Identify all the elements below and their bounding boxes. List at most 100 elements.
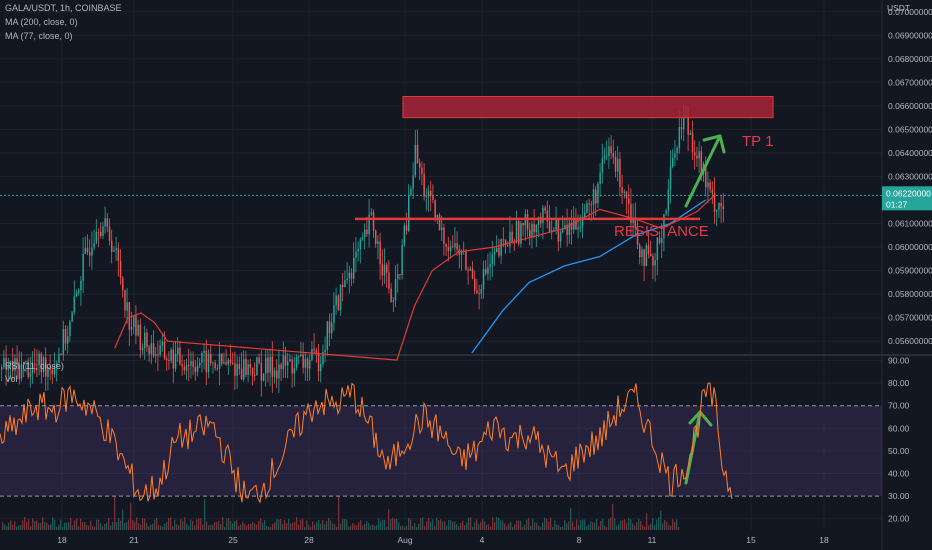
candle-body bbox=[155, 354, 157, 356]
volume-bar bbox=[502, 520, 504, 530]
candle-body bbox=[691, 133, 694, 153]
volume-bar bbox=[284, 520, 286, 530]
vol-legend[interactable]: Vol bbox=[5, 374, 18, 384]
volume-bar bbox=[448, 519, 450, 530]
volume-bar bbox=[18, 525, 20, 530]
volume-bar bbox=[620, 520, 622, 530]
candle-body bbox=[590, 204, 593, 206]
candle-body bbox=[654, 260, 656, 266]
candle-body bbox=[529, 229, 531, 237]
volume-bar bbox=[34, 520, 36, 530]
volume-bar bbox=[592, 522, 594, 530]
candle-body bbox=[256, 357, 258, 376]
candle-body bbox=[331, 322, 333, 334]
candle-body bbox=[641, 249, 643, 258]
candle-body bbox=[225, 362, 227, 365]
time-tick-label: 15 bbox=[746, 535, 756, 545]
candle-body bbox=[254, 375, 256, 377]
candle-body bbox=[601, 158, 604, 173]
candle-body bbox=[271, 356, 274, 377]
volume-bar bbox=[236, 519, 238, 530]
candle-body bbox=[680, 127, 683, 130]
volume-bar bbox=[602, 518, 604, 530]
candle-body bbox=[177, 347, 179, 355]
time-tick-label: Aug bbox=[397, 535, 412, 545]
volume-bar bbox=[582, 519, 584, 530]
volume-bar bbox=[142, 517, 144, 530]
volume-bar bbox=[20, 525, 22, 530]
volume-bar bbox=[170, 517, 172, 530]
volume-bar bbox=[402, 525, 404, 530]
volume-bar bbox=[168, 518, 170, 530]
volume-bar bbox=[158, 524, 160, 530]
candle-body bbox=[62, 329, 65, 355]
candle-body bbox=[36, 364, 38, 366]
candle-body bbox=[652, 255, 654, 266]
volume-bar bbox=[242, 521, 244, 530]
price-tick-label: 0.07000000 bbox=[888, 7, 932, 17]
volume-bar bbox=[412, 525, 414, 530]
candle-body bbox=[183, 366, 186, 371]
volume-bar bbox=[206, 521, 208, 530]
volume-bar bbox=[298, 524, 300, 530]
candle-body bbox=[249, 364, 252, 368]
candle-body bbox=[194, 366, 197, 372]
volume-bar bbox=[108, 517, 110, 530]
volume-bar bbox=[494, 522, 496, 530]
candle-body bbox=[40, 353, 43, 373]
symbol-legend[interactable]: GALA/USDT, 1h, COINBASE bbox=[5, 3, 122, 13]
ma200-legend[interactable]: MA (200, close, 0) bbox=[5, 17, 78, 27]
candle-body bbox=[502, 239, 505, 241]
candle-body bbox=[106, 218, 109, 227]
volume-bar bbox=[86, 524, 88, 530]
candle-body bbox=[542, 207, 544, 224]
volume-bar bbox=[216, 522, 218, 530]
candle-body bbox=[130, 327, 133, 330]
volume-bar bbox=[246, 525, 248, 530]
candle-body bbox=[276, 370, 278, 379]
volume-bar bbox=[146, 522, 148, 530]
candle-body bbox=[548, 221, 551, 233]
price-tick-label: 0.06300000 bbox=[888, 172, 932, 182]
candle-body bbox=[23, 361, 25, 365]
volume-bar bbox=[662, 523, 664, 530]
candle-body bbox=[126, 302, 128, 311]
price-tick-label: 0.05600000 bbox=[888, 336, 932, 346]
candle-body bbox=[243, 359, 245, 380]
volume-bar bbox=[514, 524, 516, 530]
volume-bar bbox=[472, 526, 474, 530]
volume-bar bbox=[76, 518, 78, 530]
candle-body bbox=[20, 364, 23, 379]
volume-bar bbox=[304, 526, 306, 530]
volume-bar bbox=[624, 519, 626, 530]
volume-bar bbox=[394, 519, 396, 530]
volume-bar bbox=[200, 518, 202, 530]
candle-body bbox=[161, 341, 164, 346]
volume-bar bbox=[82, 522, 84, 530]
price-tick-label: 0.06400000 bbox=[888, 148, 932, 158]
candle-body bbox=[203, 350, 205, 353]
volume-bar bbox=[468, 517, 470, 530]
candle-body bbox=[568, 222, 571, 236]
volume-bar bbox=[366, 520, 368, 530]
rsi-legend[interactable]: RSI (11, close) bbox=[5, 361, 64, 371]
volume-bar bbox=[234, 521, 236, 530]
candle-body bbox=[293, 367, 296, 374]
volume-bar bbox=[596, 518, 598, 530]
candle-body bbox=[232, 362, 234, 364]
candle-body bbox=[324, 349, 326, 352]
time-tick-label: 28 bbox=[304, 535, 314, 545]
volume-bar bbox=[320, 523, 322, 530]
candle-body bbox=[51, 370, 54, 375]
ma77-legend[interactable]: MA (77, close, 0) bbox=[5, 31, 73, 41]
volume-bar bbox=[16, 526, 18, 530]
candle-body bbox=[179, 347, 181, 364]
candle-body bbox=[146, 332, 148, 347]
volume-bar bbox=[576, 519, 578, 530]
volume-bar bbox=[152, 523, 154, 530]
volume-bar bbox=[80, 518, 82, 530]
candle-body bbox=[597, 183, 599, 204]
candle-body bbox=[566, 224, 568, 236]
candle-body bbox=[683, 117, 685, 130]
